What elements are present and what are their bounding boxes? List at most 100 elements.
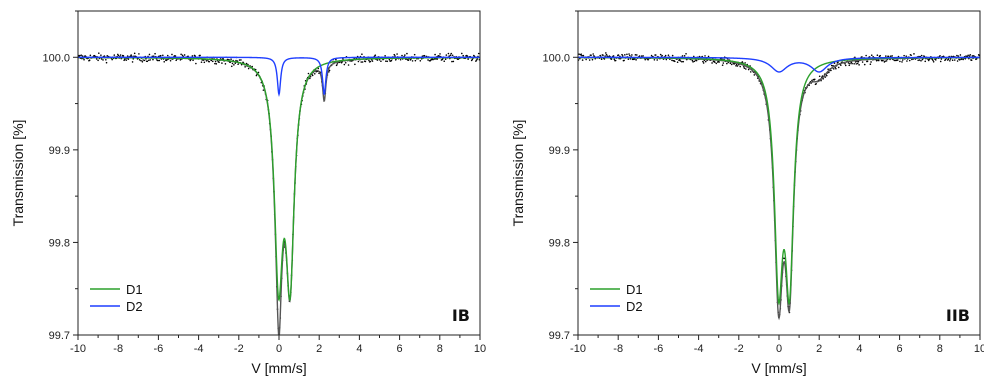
x-tick-label: 6 (397, 343, 403, 355)
data-point (384, 54, 386, 57)
data-point (476, 58, 479, 60)
data-point (635, 54, 638, 56)
data-point (678, 58, 681, 61)
data-point (166, 54, 169, 57)
data-point (419, 59, 422, 62)
data-point (832, 68, 835, 70)
total-fit-line (578, 56, 980, 321)
data-point (380, 60, 382, 62)
data-point (968, 55, 971, 57)
data-point (742, 65, 745, 68)
data-point (125, 59, 128, 61)
data-point (870, 61, 872, 63)
data-point (634, 54, 637, 56)
data-point (205, 60, 208, 62)
data-point (199, 54, 201, 57)
data-point (580, 53, 583, 55)
data-point (311, 74, 314, 77)
data-point (393, 53, 396, 56)
data-point (932, 59, 934, 62)
data-point (951, 59, 954, 62)
data-point (847, 62, 850, 64)
data-point (443, 60, 446, 63)
data-point (113, 54, 116, 56)
data-point (191, 55, 194, 57)
data-point (624, 54, 626, 56)
data-point (211, 60, 214, 63)
data-point (679, 60, 682, 62)
data-point (691, 59, 694, 62)
data-point (848, 64, 851, 67)
data-point (853, 63, 855, 65)
data-point (581, 54, 583, 57)
data-point (192, 59, 194, 62)
data-point (140, 59, 142, 62)
data-point (704, 60, 707, 63)
data-point (600, 58, 603, 60)
data-point (896, 59, 899, 61)
data-point (588, 59, 591, 61)
data-point (378, 59, 381, 61)
data-point (940, 58, 943, 60)
data-point (81, 55, 84, 57)
chart-panel-iib: -10 -8 -6 -4 -2 0 2 4 6 8 10 99.7 99.8 99.9 100.0 V [mm… (510, 10, 984, 376)
data-point (146, 60, 149, 63)
data-point (640, 55, 643, 57)
data-point (231, 62, 234, 65)
data-point (969, 53, 972, 56)
data-point (171, 53, 173, 56)
data-point (142, 59, 144, 61)
data-point (194, 55, 196, 57)
data-point (745, 68, 747, 70)
data-point (133, 55, 135, 57)
data-point (200, 61, 203, 63)
data-point (682, 60, 685, 63)
plot-area (78, 52, 480, 335)
data-point (158, 59, 161, 62)
data-point (653, 59, 656, 61)
data-point (962, 58, 965, 61)
data-point (893, 59, 896, 62)
data-point (901, 61, 903, 63)
data-point (195, 62, 197, 65)
data-point (692, 55, 695, 58)
data-point (183, 54, 186, 56)
data-point (956, 54, 958, 57)
data-point (103, 55, 106, 57)
data-point (918, 59, 921, 61)
y-tick-label: 100.0 (42, 52, 70, 64)
x-tick-label: 2 (316, 343, 322, 355)
data-point (676, 61, 679, 64)
data-point (388, 58, 391, 61)
x-tick-label: 2 (816, 343, 822, 355)
data-point (434, 53, 436, 56)
data-point (718, 61, 720, 63)
data-point (887, 55, 890, 58)
data-point (100, 58, 103, 60)
data-point (650, 54, 653, 57)
data-point (813, 78, 816, 81)
data-point (335, 64, 338, 67)
data-point (885, 60, 888, 62)
data-point (95, 58, 98, 60)
data-point (233, 64, 235, 66)
data-point (240, 59, 242, 61)
x-tick-label: 10 (974, 343, 984, 355)
plot-frame (577, 10, 981, 336)
data-point (106, 55, 109, 57)
data-point (602, 54, 604, 56)
data-point (714, 61, 716, 63)
data-point (344, 61, 347, 64)
data-point (931, 58, 934, 60)
data-point (953, 59, 956, 61)
data-point (133, 52, 136, 55)
series-line-d1 (578, 56, 980, 306)
data-point (148, 53, 151, 56)
data-point (939, 60, 942, 63)
data-point (861, 56, 863, 58)
legend-label-d1: D1 (626, 282, 643, 297)
data-point (621, 55, 624, 57)
data-point (174, 55, 177, 57)
data-point (127, 58, 130, 60)
